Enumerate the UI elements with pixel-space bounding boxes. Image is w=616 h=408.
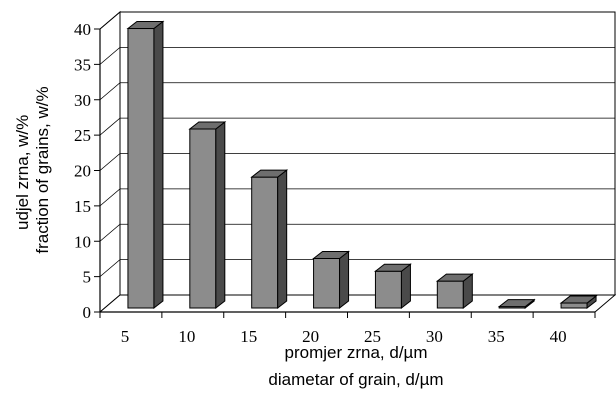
gridline: [99, 82, 615, 101]
gridline: [99, 46, 615, 65]
bar-front: [436, 280, 464, 309]
bar-top: [559, 295, 598, 304]
x-tick-label: 35: [488, 327, 505, 346]
bar-top: [126, 21, 165, 30]
x-axis-label-line-2: diametar of grain, d/µm: [268, 370, 443, 389]
x-tick-label: 20: [302, 327, 319, 346]
x-tick-label: 40: [550, 327, 567, 346]
gridline: [99, 153, 615, 171]
x-tick-label: 15: [240, 327, 257, 346]
gridline: [99, 223, 615, 242]
gridline: [99, 259, 615, 277]
y-tick-label: 25: [74, 126, 91, 145]
bar-side: [339, 250, 350, 310]
y-tick-label: 5: [83, 268, 92, 287]
y-tick-label: 30: [74, 91, 91, 110]
bar-side: [215, 120, 226, 310]
y-tick-labels: 0 5 10 15 20 25 30 35 40: [74, 20, 100, 322]
bar: [435, 273, 474, 310]
bar-side: [153, 20, 164, 310]
y-tick-label: 15: [74, 197, 91, 216]
bar-side: [277, 169, 288, 310]
x-tick-label: 30: [426, 327, 443, 346]
y-axis-label-line-1: udjel zrna, w/%: [13, 115, 32, 230]
y-tick-label: 0: [83, 303, 92, 322]
y-axis-label-line-2: fraction of grains, w/%: [33, 86, 52, 253]
bar-front: [560, 302, 588, 309]
y-tick-label: 10: [74, 232, 91, 251]
x-tick-labels: 5 10 15 20 25 30 35 40: [99, 312, 596, 346]
gridlines: [99, 11, 615, 277]
plot-walls: [98, 10, 616, 314]
bar: [188, 120, 227, 310]
bar-front: [251, 176, 279, 309]
y-tick-label: 35: [74, 55, 91, 74]
x-tick-label: 25: [364, 327, 381, 346]
bar-top: [497, 299, 536, 308]
y-axis-label: udjel zrna, w/% fraction of grains, w/%: [13, 86, 52, 253]
bar: [126, 20, 165, 310]
gridline: [99, 117, 615, 136]
bar: [250, 169, 289, 310]
bar-top: [188, 121, 227, 130]
y-tick-label: 20: [74, 162, 91, 181]
x-tick-label: 5: [121, 327, 130, 346]
bar-front: [374, 270, 402, 309]
bar: [312, 250, 351, 310]
bar-top: [250, 169, 289, 178]
bar: [373, 263, 412, 310]
gridline: [99, 188, 615, 207]
bar: [559, 295, 598, 310]
bar: [497, 298, 536, 310]
bars: [126, 20, 598, 310]
bar-front: [189, 128, 217, 309]
floor: [98, 294, 616, 313]
x-axis-label-line-1: promjer zrna, d/µm: [285, 343, 428, 362]
bar-front: [127, 28, 155, 309]
x-tick-label: 10: [178, 327, 195, 346]
y-tick-label: 40: [74, 20, 91, 39]
bar-top: [435, 273, 474, 282]
bar-top: [373, 263, 412, 272]
gridline: [99, 11, 615, 30]
bar-top: [312, 250, 351, 259]
bar-front: [313, 257, 341, 309]
